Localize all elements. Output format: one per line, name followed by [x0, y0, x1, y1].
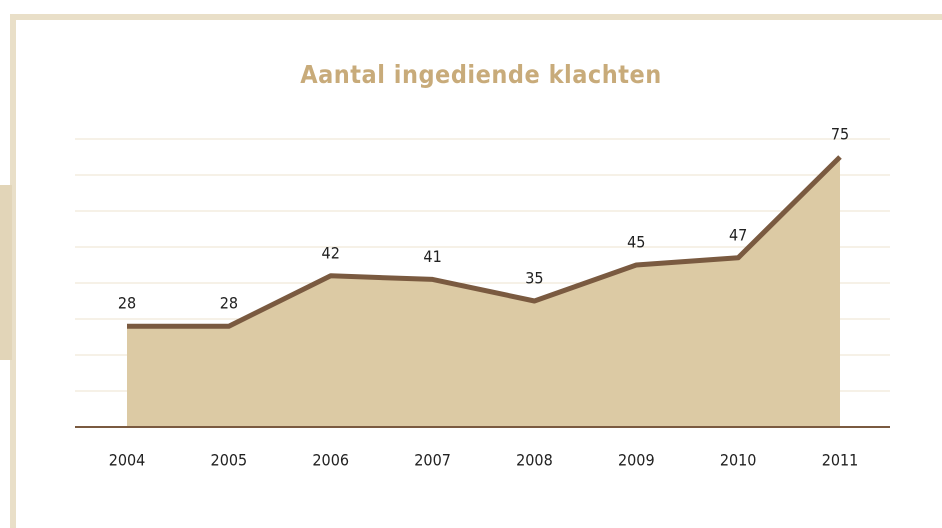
x-tick-label: 2007: [414, 451, 451, 470]
value-label: 75: [831, 125, 849, 144]
x-tick-label: 2010: [720, 451, 757, 470]
frame-left: [10, 14, 16, 528]
value-label: 35: [525, 269, 543, 288]
x-tick-label: 2011: [822, 451, 859, 470]
x-tick-label: 2008: [516, 451, 553, 470]
frame-top: [10, 14, 942, 20]
value-label: 28: [118, 294, 136, 313]
value-label: 28: [220, 294, 238, 313]
x-tick-label: 2009: [618, 451, 655, 470]
x-tick-label: 2006: [312, 451, 349, 470]
line: [127, 155, 842, 329]
value-label: 45: [627, 233, 645, 252]
x-tick-label: 2004: [109, 451, 146, 470]
chart-title: Aantal ingediende klachten: [300, 60, 662, 89]
x-tick-label: 2005: [211, 451, 248, 470]
value-label: 42: [322, 243, 340, 262]
side-tab: [0, 185, 12, 360]
value-label: 47: [729, 225, 747, 244]
value-label: 41: [423, 247, 441, 266]
